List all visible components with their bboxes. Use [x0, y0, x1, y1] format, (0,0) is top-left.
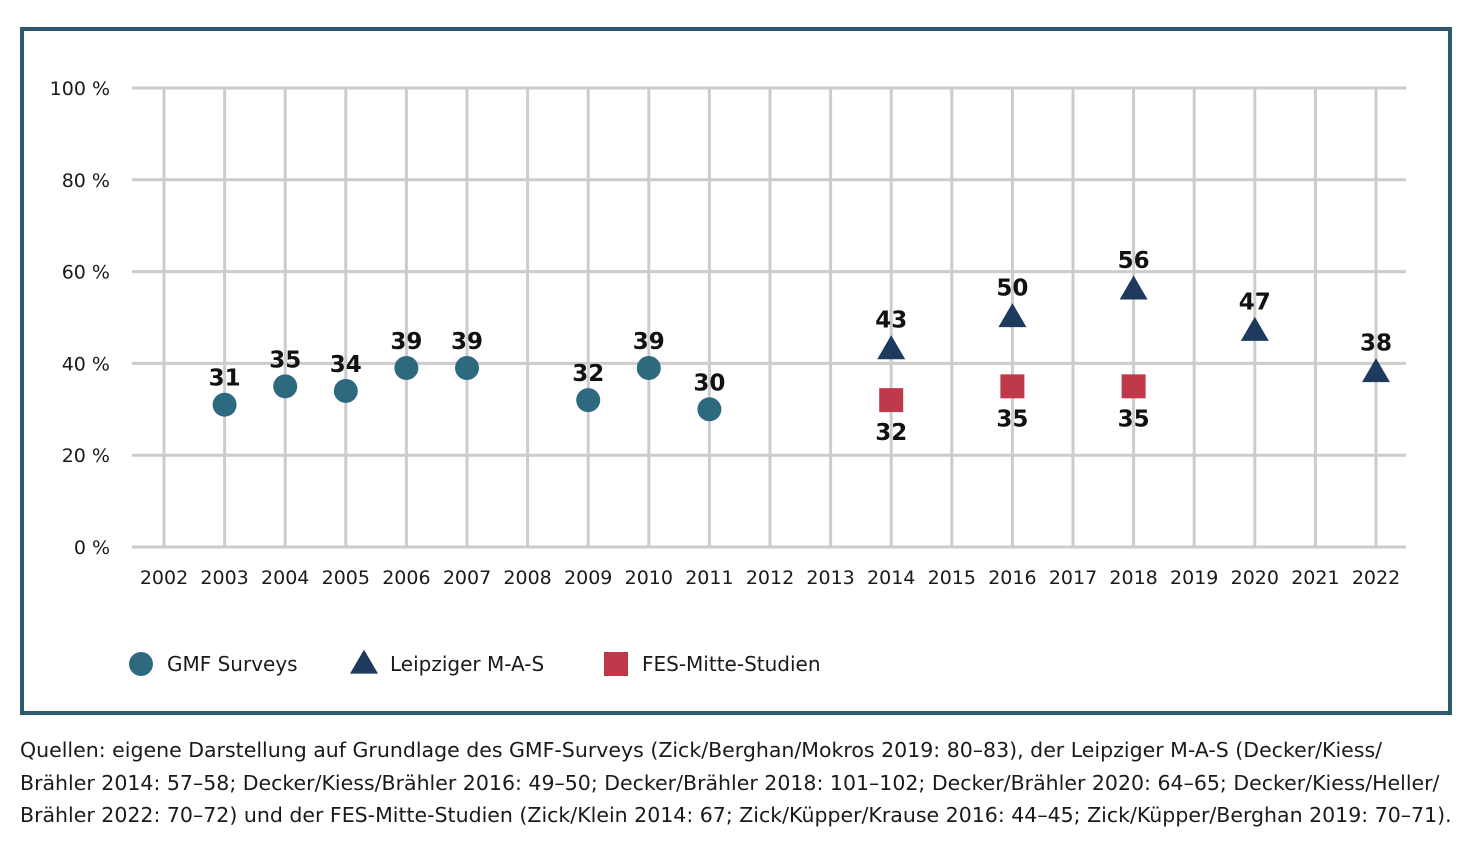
source-line-2: Brähler 2014: 57–58; Decker/Kiess/Brähle… [20, 770, 1440, 795]
gmf-surveys-data-label: 32 [572, 361, 604, 387]
x-tick-label: 2005 [322, 567, 370, 589]
leipziger-m-a-s-data-label: 38 [1360, 331, 1392, 357]
x-tick-label: 2017 [1049, 567, 1097, 589]
legend-fes-mitte-studien-marker [604, 652, 628, 676]
x-tick-label: 2016 [988, 567, 1036, 589]
legend-gmf-surveys-label: GMF Surveys [167, 652, 298, 676]
gmf-surveys-data-label: 31 [209, 366, 241, 392]
x-tick-label: 2008 [503, 567, 551, 589]
leipziger-m-a-s-data-label: 47 [1239, 289, 1271, 315]
leipziger-m-a-s-point [1240, 316, 1269, 341]
y-tick-label: 0 % [74, 537, 110, 559]
x-tick-label: 2021 [1291, 567, 1339, 589]
x-tick-label: 2011 [685, 567, 733, 589]
x-tick-label: 2007 [443, 567, 491, 589]
chart-plot: 0 % 20 % 40 % 60 % 80 % 100 % 2002 2003 2004 2005… [50, 78, 1406, 676]
gmf-surveys-point [636, 355, 661, 380]
x-tick-label: 2019 [1170, 567, 1218, 589]
y-tick-label: 60 % [62, 262, 110, 284]
gmf-surveys-point [455, 355, 479, 380]
x-tick-label: 2012 [746, 567, 794, 589]
x-tick-label: 2022 [1352, 567, 1400, 589]
legend-fes-mitte-studien-label: FES-Mitte-Studien [642, 652, 821, 676]
source-line-1: Quellen: eigene Darstellung auf Grundlag… [20, 738, 1383, 762]
y-tick-label: 80 % [62, 170, 110, 192]
leipziger-m-a-s-point [1119, 275, 1148, 300]
legend-leipziger-m-a-s-marker [350, 649, 378, 674]
source-note: Quellen: eigene Darstellung auf Grundlag… [20, 734, 1452, 832]
leipziger-m-a-s-point [877, 335, 906, 360]
fes-mitte-studien-point [879, 388, 904, 413]
x-tick-label: 2010 [625, 567, 673, 589]
x-tick-label: 2002 [140, 567, 188, 589]
y-tick-label: 100 % [50, 78, 110, 100]
gmf-surveys-point [697, 397, 722, 422]
x-tick-label: 2006 [382, 567, 430, 589]
fes-mitte-studien-data-label: 35 [996, 406, 1028, 432]
x-tick-label: 2015 [928, 567, 976, 589]
x-tick-label: 2004 [261, 567, 309, 589]
x-tick-label: 2013 [806, 567, 854, 589]
gmf-surveys-point [394, 355, 419, 380]
x-tick-label: 2018 [1109, 567, 1157, 589]
gmf-surveys-point [212, 392, 237, 417]
chart-frame: 0 % 20 % 40 % 60 % 80 % 100 % 2002 2003 2004 2005… [20, 27, 1452, 715]
source-line-3: Brähler 2022: 70–72) und der FES-Mitte-S… [20, 803, 1452, 827]
gmf-surveys-data-label: 39 [633, 329, 665, 355]
legend-leipziger-m-a-s-label: Leipziger M-A-S [390, 652, 544, 676]
x-tick-label: 2020 [1231, 567, 1279, 589]
leipziger-m-a-s-point [998, 303, 1027, 328]
x-tick-label: 2003 [200, 567, 248, 589]
x-tick-label: 2014 [867, 567, 915, 589]
gmf-surveys-data-label: 39 [390, 329, 422, 355]
gmf-surveys-data-label: 39 [451, 329, 483, 355]
gmf-surveys-point [333, 378, 358, 403]
y-tick-label: 20 % [62, 445, 110, 467]
leipziger-m-a-s-point [1362, 358, 1390, 383]
legend-gmf-surveys-marker [129, 652, 153, 676]
y-tick-label: 40 % [62, 353, 110, 375]
fes-mitte-studien-point [1000, 374, 1025, 399]
gmf-surveys-point [576, 388, 601, 413]
gmf-surveys-data-label: 34 [330, 352, 362, 378]
gmf-surveys-data-label: 35 [269, 347, 301, 373]
fes-mitte-studien-data-label: 35 [1118, 406, 1150, 432]
leipziger-m-a-s-data-label: 50 [996, 276, 1028, 302]
leipziger-m-a-s-data-label: 43 [875, 308, 907, 334]
x-tick-label: 2009 [564, 567, 612, 589]
fes-mitte-studien-data-label: 32 [875, 420, 907, 446]
fes-mitte-studien-point [1121, 374, 1146, 399]
gmf-surveys-point [273, 374, 298, 399]
leipziger-m-a-s-data-label: 56 [1118, 248, 1150, 274]
gmf-surveys-data-label: 30 [693, 370, 725, 396]
